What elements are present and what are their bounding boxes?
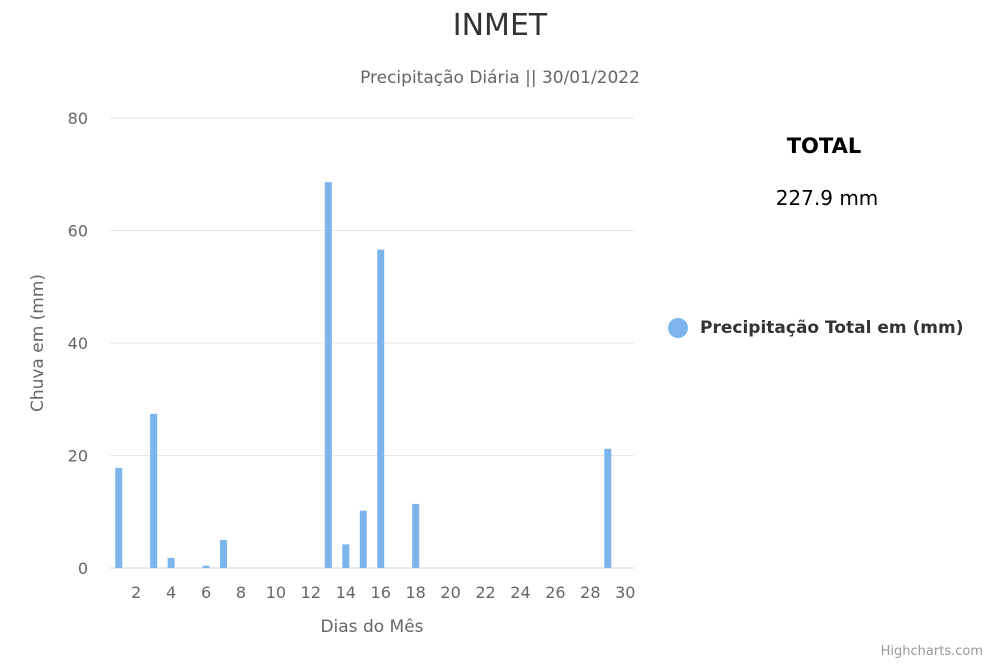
bar[interactable] — [167, 557, 175, 568]
x-tick-label: 16 — [371, 583, 391, 602]
bar[interactable] — [377, 249, 385, 568]
chart-title: INMET — [452, 8, 548, 43]
legend-item[interactable]: Precipitação Total em (mm) — [668, 318, 964, 338]
x-tick-label: 14 — [336, 583, 356, 602]
x-tick-label: 6 — [201, 583, 211, 602]
x-tick-label: 20 — [440, 583, 460, 602]
legend-swatch — [668, 318, 688, 338]
x-tick-label: 12 — [301, 583, 321, 602]
x-tick-label: 18 — [405, 583, 425, 602]
x-tick-label: 10 — [266, 583, 286, 602]
x-tick-label: 28 — [580, 583, 600, 602]
x-tick-label: 2 — [131, 583, 141, 602]
y-tick-label: 80 — [68, 109, 88, 128]
bar[interactable] — [604, 448, 612, 568]
x-tick-label: 24 — [510, 583, 530, 602]
y-axis-title: Chuva em (mm) — [28, 274, 48, 412]
x-tick-label: 4 — [166, 583, 176, 602]
y-tick-label: 60 — [68, 222, 88, 241]
bar[interactable] — [115, 467, 123, 568]
x-tick-label: 30 — [615, 583, 635, 602]
x-tick-label: 22 — [475, 583, 495, 602]
total-label: TOTAL — [786, 134, 862, 158]
bar[interactable] — [359, 510, 367, 568]
bar[interactable] — [324, 182, 332, 568]
y-tick-label: 0 — [78, 559, 88, 578]
y-tick-label: 20 — [68, 447, 88, 466]
credits-link[interactable]: Highcharts.com — [880, 644, 983, 659]
chart-subtitle: Precipitação Diária || 30/01/2022 — [360, 68, 640, 88]
bar[interactable] — [150, 413, 158, 568]
x-tick-label: 26 — [545, 583, 565, 602]
legend-label: Precipitação Total em (mm) — [700, 318, 964, 338]
total-value: 227.9 mm — [775, 186, 879, 210]
bar[interactable] — [412, 503, 420, 568]
x-axis-title: Dias do Mês — [320, 617, 423, 637]
y-tick-label: 40 — [68, 334, 88, 353]
bar[interactable] — [220, 539, 228, 568]
x-tick-label: 8 — [236, 583, 246, 602]
bar[interactable] — [202, 565, 210, 568]
bar[interactable] — [342, 544, 350, 568]
